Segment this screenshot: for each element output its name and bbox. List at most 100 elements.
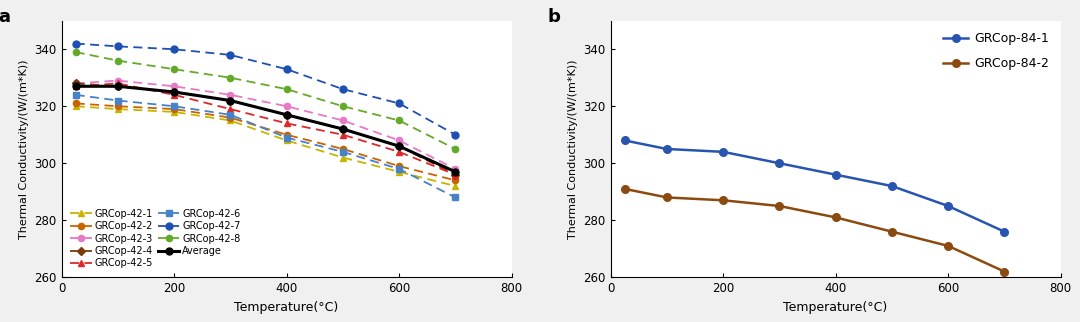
- GRCop-42-7: [393, 101, 406, 105]
- GRCop-42-3: [393, 138, 406, 142]
- Line: GRCop-84-2: GRCop-84-2: [621, 185, 1008, 275]
- GRCop-84-2: [660, 195, 673, 199]
- Average: [167, 90, 180, 94]
- GRCop-42-4: [69, 81, 82, 85]
- GRCop-42-5: [167, 93, 180, 97]
- GRCop-42-7: [69, 42, 82, 45]
- GRCop-84-2: [773, 204, 786, 208]
- GRCop-84-1: [829, 173, 842, 176]
- GRCop-42-5: [393, 150, 406, 154]
- Line: GRCop-42-6: GRCop-42-6: [72, 92, 458, 200]
- GRCop-84-2: [998, 270, 1011, 273]
- X-axis label: Temperature(°C): Temperature(°C): [783, 301, 888, 314]
- Line: GRCop-42-7: GRCop-42-7: [72, 40, 459, 138]
- Line: GRCop-42-8: GRCop-42-8: [72, 49, 458, 152]
- GRCop-84-2: [717, 198, 730, 202]
- GRCop-42-4: [449, 173, 462, 176]
- GRCop-42-2: [393, 164, 406, 168]
- GRCop-42-1: [336, 156, 349, 159]
- Legend: GRCop-42-1, GRCop-42-2, GRCop-42-3, GRCop-42-4, GRCop-42-5, GRCop-42-6, GRCop-42: GRCop-42-1, GRCop-42-2, GRCop-42-3, GRCo…: [67, 205, 244, 272]
- GRCop-42-2: [167, 107, 180, 111]
- GRCop-42-6: [280, 136, 293, 139]
- GRCop-42-7: [336, 87, 349, 91]
- GRCop-42-6: [336, 150, 349, 154]
- GRCop-42-1: [449, 184, 462, 188]
- Average: [280, 113, 293, 117]
- GRCop-42-7: [449, 133, 462, 137]
- GRCop-42-2: [280, 133, 293, 137]
- GRCop-42-5: [224, 107, 237, 111]
- Text: b: b: [548, 8, 561, 26]
- Average: [336, 127, 349, 131]
- GRCop-42-3: [111, 79, 124, 82]
- GRCop-42-2: [336, 147, 349, 151]
- GRCop-42-8: [167, 67, 180, 71]
- GRCop-42-3: [167, 84, 180, 88]
- GRCop-42-2: [449, 178, 462, 182]
- Average: [224, 99, 237, 102]
- GRCop-42-1: [111, 107, 124, 111]
- GRCop-42-3: [280, 104, 293, 108]
- GRCop-42-4: [393, 144, 406, 148]
- Line: GRCop-84-1: GRCop-84-1: [621, 137, 1008, 235]
- Line: GRCop-42-3: GRCop-42-3: [72, 78, 458, 172]
- Average: [393, 144, 406, 148]
- GRCop-84-2: [618, 187, 631, 191]
- GRCop-84-2: [829, 215, 842, 219]
- GRCop-84-1: [886, 184, 899, 188]
- GRCop-42-7: [111, 44, 124, 48]
- GRCop-42-7: [167, 47, 180, 51]
- GRCop-84-1: [998, 230, 1011, 233]
- GRCop-84-1: [618, 138, 631, 142]
- GRCop-42-4: [336, 127, 349, 131]
- GRCop-42-3: [449, 167, 462, 171]
- GRCop-42-7: [224, 53, 237, 57]
- GRCop-84-1: [660, 147, 673, 151]
- GRCop-42-3: [336, 118, 349, 122]
- GRCop-42-1: [167, 110, 180, 114]
- GRCop-42-8: [111, 59, 124, 62]
- Y-axis label: Thermal Conductivity/(W/(m*K)): Thermal Conductivity/(W/(m*K)): [18, 59, 29, 239]
- GRCop-84-1: [942, 204, 955, 208]
- GRCop-42-2: [224, 116, 237, 119]
- GRCop-42-4: [224, 99, 237, 102]
- GRCop-42-4: [167, 90, 180, 94]
- GRCop-84-2: [942, 244, 955, 248]
- GRCop-42-5: [69, 84, 82, 88]
- Average: [69, 84, 82, 88]
- GRCop-42-6: [167, 104, 180, 108]
- GRCop-42-6: [449, 195, 462, 199]
- GRCop-42-7: [280, 67, 293, 71]
- Average: [111, 84, 124, 88]
- GRCop-42-2: [69, 101, 82, 105]
- GRCop-84-1: [717, 150, 730, 154]
- GRCop-42-5: [280, 121, 293, 125]
- Text: a: a: [0, 8, 11, 26]
- GRCop-42-8: [393, 118, 406, 122]
- GRCop-42-1: [280, 138, 293, 142]
- Line: GRCop-42-5: GRCop-42-5: [72, 80, 458, 178]
- GRCop-42-5: [336, 133, 349, 137]
- GRCop-42-3: [224, 93, 237, 97]
- Y-axis label: Thermal Conductivity/(W/(m*K)): Thermal Conductivity/(W/(m*K)): [568, 59, 578, 239]
- GRCop-84-1: [773, 161, 786, 165]
- GRCop-42-8: [224, 76, 237, 80]
- GRCop-42-1: [224, 118, 237, 122]
- X-axis label: Temperature(°C): Temperature(°C): [234, 301, 339, 314]
- GRCop-42-8: [69, 50, 82, 54]
- GRCop-84-2: [886, 230, 899, 233]
- GRCop-42-1: [393, 170, 406, 174]
- GRCop-42-4: [280, 113, 293, 117]
- GRCop-42-8: [280, 87, 293, 91]
- GRCop-42-6: [111, 99, 124, 102]
- GRCop-42-5: [449, 173, 462, 176]
- GRCop-42-6: [69, 93, 82, 97]
- GRCop-42-8: [336, 104, 349, 108]
- Line: GRCop-42-2: GRCop-42-2: [72, 100, 458, 184]
- Line: GRCop-42-1: GRCop-42-1: [72, 103, 458, 189]
- Line: Average: Average: [72, 83, 459, 175]
- GRCop-42-4: [111, 84, 124, 88]
- GRCop-42-5: [111, 81, 124, 85]
- GRCop-42-2: [111, 104, 124, 108]
- GRCop-42-8: [449, 147, 462, 151]
